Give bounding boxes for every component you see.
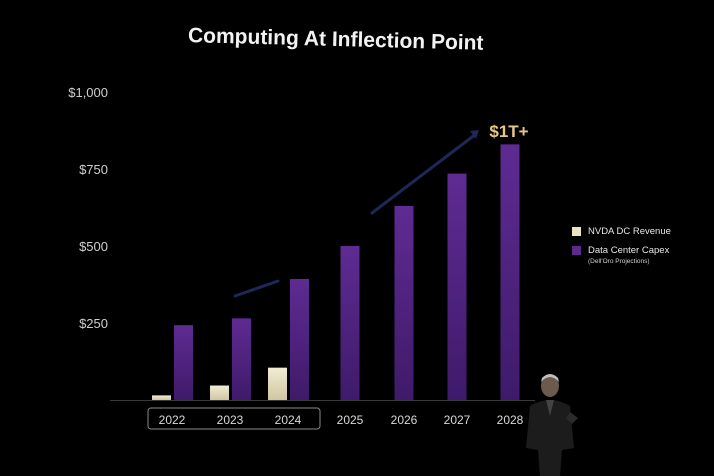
- x-tick-label: 2025: [337, 413, 364, 427]
- bar-capex-2023: [232, 318, 251, 400]
- legend-item-capex: Data Center Capex: [572, 245, 671, 256]
- x-tick-label: 2022: [159, 413, 186, 427]
- x-tick-label: 2027: [444, 413, 471, 427]
- legend-note: (Dell'Oro Projections): [588, 258, 650, 265]
- legend-label-nvda: NVDA DC Revenue: [588, 226, 671, 237]
- legend-swatch-nvda: [572, 227, 581, 236]
- chart-legend: NVDA DC Revenue Data Center Capex (Dell'…: [572, 226, 671, 265]
- x-tick-label: 2023: [217, 413, 244, 427]
- x-tick-label: 2028: [497, 413, 524, 427]
- annotation-label: $1T+: [489, 122, 528, 141]
- y-tick-label: $500: [79, 239, 108, 254]
- bar-capex-2025: [340, 246, 360, 400]
- legend-swatch-capex: [572, 246, 581, 255]
- legend-label-capex: Data Center Capex: [588, 245, 670, 256]
- speaker-figure: [526, 374, 578, 476]
- trend-line-short: [233, 279, 280, 298]
- bar-capex-2022: [174, 325, 193, 400]
- trend-line-long: [370, 132, 478, 215]
- bar-capex-2024: [290, 278, 309, 400]
- highlight-box: [147, 407, 321, 430]
- bar-nvda-2022: [152, 395, 171, 400]
- y-tick-label: $250: [79, 316, 108, 331]
- y-tick-label: $1,000: [68, 85, 108, 100]
- y-tick-label: $750: [79, 162, 108, 177]
- bar-nvda-2024: [268, 367, 287, 400]
- legend-item-nvda: NVDA DC Revenue: [572, 226, 671, 237]
- bar-capex-2027: [447, 173, 467, 400]
- bar-capex-2028: [500, 144, 520, 400]
- x-tick-label: 2026: [391, 413, 418, 427]
- trend-arrowhead: [470, 130, 479, 139]
- x-tick-label: 2024: [275, 413, 302, 427]
- bar-capex-2026: [394, 205, 414, 400]
- bar-nvda-2023: [210, 385, 229, 400]
